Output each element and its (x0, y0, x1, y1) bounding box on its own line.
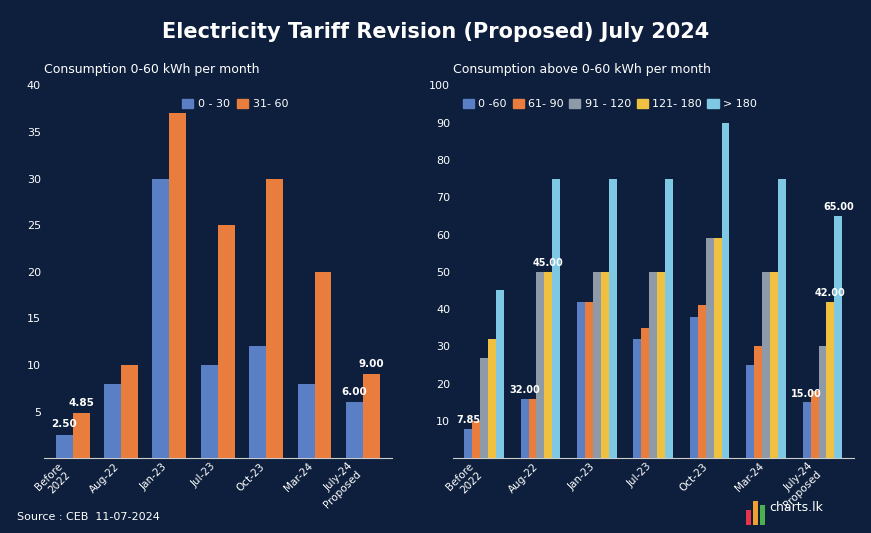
Bar (201, 365, 218, 458)
Bar (314, 272, 332, 458)
Bar (267, 179, 283, 458)
Bar (690, 317, 698, 458)
Bar (762, 272, 770, 458)
Bar (552, 179, 560, 458)
Text: 42.00: 42.00 (815, 288, 846, 298)
Bar (346, 402, 363, 458)
Bar (496, 290, 503, 458)
Bar (698, 305, 706, 458)
Bar (665, 179, 673, 458)
Text: 4.85: 4.85 (68, 398, 94, 408)
Bar (488, 339, 496, 458)
Bar (649, 272, 658, 458)
Text: Electricity Tariff Revision (Proposed) July 2024: Electricity Tariff Revision (Proposed) J… (162, 22, 709, 42)
Bar (298, 384, 314, 458)
Bar (753, 500, 759, 525)
Bar (778, 179, 786, 458)
Text: 2.50: 2.50 (51, 419, 77, 430)
Bar (56, 435, 72, 458)
Bar (706, 238, 713, 458)
Legend: 0 - 30, 31- 60: 0 - 30, 31- 60 (178, 94, 293, 114)
Text: Consumption above 0-60 kWh per month: Consumption above 0-60 kWh per month (453, 63, 711, 76)
Bar (72, 413, 90, 458)
Bar (521, 399, 529, 458)
Bar (721, 123, 729, 458)
Bar (609, 179, 617, 458)
Bar (152, 179, 169, 458)
Bar (544, 272, 552, 458)
Bar (121, 365, 138, 458)
Bar (363, 374, 380, 458)
Bar (472, 421, 480, 458)
Text: 9.00: 9.00 (359, 359, 384, 369)
Bar (641, 328, 649, 458)
Bar (713, 238, 721, 458)
Text: 32.00: 32.00 (510, 385, 540, 395)
Bar (803, 402, 811, 458)
Bar (169, 114, 186, 458)
Text: charts.lk: charts.lk (769, 502, 823, 514)
Text: Source : CEB  11-07-2024: Source : CEB 11-07-2024 (17, 512, 160, 522)
Text: 45.00: 45.00 (533, 258, 564, 268)
Bar (601, 272, 609, 458)
Text: Consumption 0-60 kWh per month: Consumption 0-60 kWh per month (44, 63, 259, 76)
Bar (770, 272, 778, 458)
Bar (760, 505, 766, 525)
Bar (104, 384, 121, 458)
Text: 15.00: 15.00 (792, 389, 822, 399)
Bar (746, 365, 754, 458)
Bar (537, 272, 544, 458)
Bar (480, 358, 488, 458)
Bar (218, 225, 234, 458)
Bar (658, 272, 665, 458)
Text: 7.85: 7.85 (456, 415, 480, 425)
Bar (529, 399, 537, 458)
Bar (633, 339, 641, 458)
Bar (577, 302, 585, 458)
Text: 6.00: 6.00 (341, 387, 368, 397)
Bar (819, 346, 827, 458)
Bar (834, 216, 842, 458)
Bar (811, 391, 819, 458)
Bar (754, 346, 762, 458)
Bar (585, 302, 593, 458)
Legend: 0 -60, 61- 90, 91 - 120, 121- 180, > 180: 0 -60, 61- 90, 91 - 120, 121- 180, > 180 (458, 94, 761, 114)
Bar (827, 302, 834, 458)
Bar (746, 511, 752, 525)
Bar (249, 346, 267, 458)
Bar (464, 429, 472, 458)
Text: 65.00: 65.00 (823, 202, 854, 212)
Bar (593, 272, 601, 458)
